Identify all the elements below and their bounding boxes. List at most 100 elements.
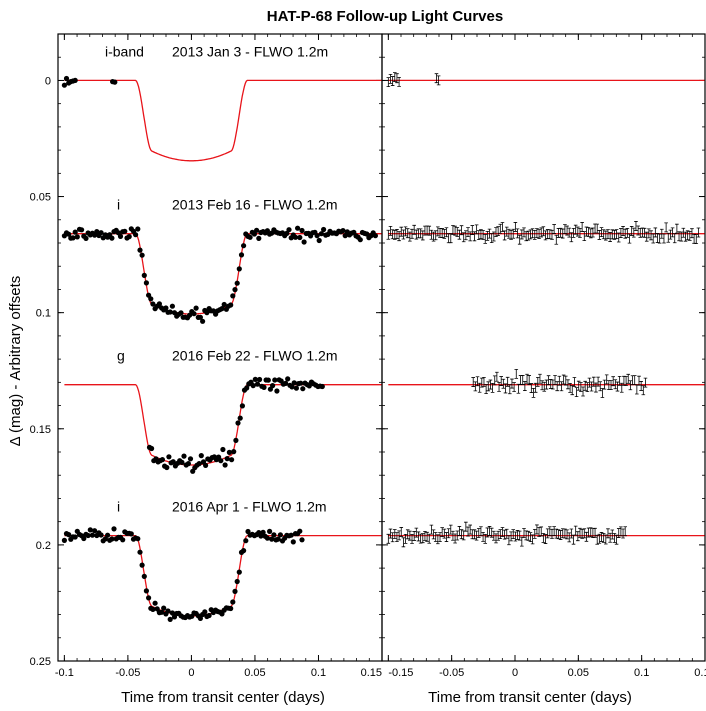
residual-point <box>490 383 495 393</box>
band-label: g <box>117 348 125 364</box>
residual-point <box>397 76 401 87</box>
residual-point <box>390 229 395 240</box>
y-tick-label: 0.15 <box>30 424 51 436</box>
data-point <box>112 79 118 85</box>
data-point <box>117 233 124 239</box>
residual-point <box>553 375 557 385</box>
data-point <box>187 456 194 462</box>
residual-point <box>455 227 460 237</box>
data-point <box>72 77 78 83</box>
data-point <box>269 536 275 542</box>
residual-point <box>488 379 493 390</box>
residual-point <box>548 229 552 240</box>
data-point <box>218 458 224 464</box>
data-point <box>219 306 225 312</box>
residual-point <box>662 233 666 244</box>
residual-point <box>694 234 699 244</box>
residual-point <box>483 234 488 244</box>
residual-point <box>399 226 404 237</box>
data-point <box>85 532 91 539</box>
residual-point <box>629 226 634 236</box>
residual-point <box>492 530 496 541</box>
residual-point <box>616 528 621 538</box>
residual-point <box>527 375 531 385</box>
data-point <box>231 449 237 455</box>
data-point <box>89 532 95 538</box>
data-point <box>257 376 263 383</box>
residual-point <box>588 527 593 538</box>
residual-point <box>570 385 575 396</box>
y-tick-label: 0.05 <box>30 192 51 204</box>
residual-point <box>583 380 587 391</box>
residual-point <box>481 230 485 240</box>
model-curve <box>64 233 382 315</box>
data-point <box>185 461 191 467</box>
data-point <box>72 534 78 540</box>
x-tick-label: -0.05 <box>439 667 464 679</box>
residual-point <box>593 223 597 234</box>
data-point <box>319 383 325 390</box>
residual-point <box>554 234 559 245</box>
data-point <box>143 280 149 286</box>
x-axis-label-left: Time from transit center (days) <box>121 689 325 706</box>
series-1 <box>61 75 382 162</box>
residual-point <box>484 384 488 394</box>
residual-point <box>485 230 490 241</box>
data-point <box>94 229 100 235</box>
data-point <box>306 383 312 389</box>
residual-point <box>530 534 535 545</box>
residual-point <box>410 534 414 544</box>
data-point <box>135 536 141 542</box>
residual-point <box>616 232 621 243</box>
residual-point <box>524 530 528 541</box>
x-tick-label: 0 <box>512 667 518 679</box>
residual-point <box>533 382 538 393</box>
data-point <box>163 305 169 311</box>
series-3 <box>388 368 705 398</box>
residual-point <box>510 378 514 389</box>
residual-point <box>560 228 565 239</box>
residual-point <box>612 533 617 543</box>
residual-point <box>598 381 603 392</box>
residual-point <box>588 228 593 239</box>
residual-point <box>408 231 412 242</box>
residual-point <box>614 534 619 545</box>
data-point <box>161 605 167 611</box>
chart-title: HAT-P-68 Follow-up Light Curves <box>267 8 503 25</box>
residual-point <box>569 528 574 539</box>
x-tick-label: -0.05 <box>115 667 140 679</box>
residual-point <box>420 533 425 544</box>
residual-point <box>556 529 561 540</box>
data-point <box>146 595 152 601</box>
residual-point <box>573 224 578 235</box>
residual-point <box>448 233 453 244</box>
residual-point <box>565 225 569 236</box>
residual-point <box>495 371 499 382</box>
residual-point <box>446 528 451 539</box>
residual-point <box>636 225 640 236</box>
data-point <box>193 305 199 311</box>
residual-point <box>505 376 510 387</box>
residual-point <box>595 534 600 545</box>
residual-point <box>614 229 619 240</box>
residual-point <box>513 222 518 232</box>
residual-point <box>567 227 572 238</box>
data-point <box>122 228 128 234</box>
residual-point <box>548 379 553 389</box>
residual-point <box>440 527 444 538</box>
residual-point <box>440 228 444 238</box>
residual-point <box>642 227 647 238</box>
residual-point <box>528 532 533 543</box>
data-point <box>272 377 278 383</box>
data-point <box>293 385 299 391</box>
residual-point <box>584 531 589 542</box>
residual-point <box>591 528 595 539</box>
residual-point <box>578 527 582 538</box>
residual-point <box>604 534 608 545</box>
data-point <box>233 437 239 443</box>
data-point <box>357 237 363 243</box>
residual-point <box>696 227 701 238</box>
residual-point <box>526 230 531 241</box>
residual-point <box>571 227 576 238</box>
